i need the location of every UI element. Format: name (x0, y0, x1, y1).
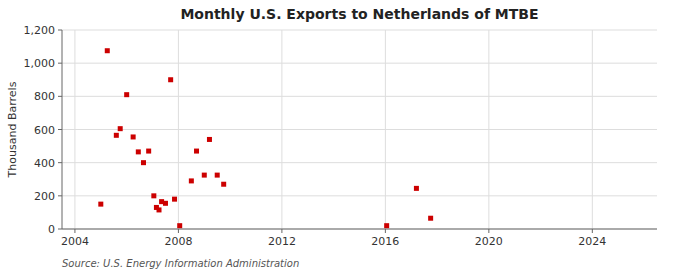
scatter-point (118, 126, 123, 131)
x-tick-label: 2016 (371, 235, 399, 248)
scatter-point (194, 149, 199, 154)
x-axis-line (62, 229, 657, 230)
y-tick-label: 200 (34, 190, 55, 203)
points (98, 48, 433, 228)
y-grid-line (62, 129, 657, 130)
x-tick (385, 229, 386, 233)
scatter-point (141, 160, 146, 165)
y-tick-label: 1,000 (24, 57, 56, 70)
y-tick (58, 229, 62, 230)
scatter-point (157, 207, 162, 212)
scatter-point (189, 178, 194, 183)
scatter-point (98, 202, 103, 207)
y-grid-line (62, 195, 657, 196)
chart-container: 2004 2008 2012 2016 2020 2024 0 200 400 600 800 1,0… (0, 0, 675, 275)
x-grid-line (592, 30, 593, 229)
scatter-point (151, 193, 156, 198)
x-tick (592, 229, 593, 233)
scatter-point (428, 216, 433, 221)
scatter-point (163, 201, 168, 206)
y-tick (58, 30, 62, 31)
x-grid-line (488, 30, 489, 229)
x-grid-line (74, 30, 75, 229)
y-tick (58, 63, 62, 64)
scatter-point (207, 137, 212, 142)
x-tick (488, 229, 489, 233)
y-tick-label: 600 (34, 124, 55, 137)
scatter-point (414, 186, 419, 191)
scatter-point (131, 134, 136, 139)
scatter-point (136, 149, 141, 154)
y-tick (58, 129, 62, 130)
scatter-point (202, 173, 207, 178)
x-tick-label: 2004 (61, 235, 89, 248)
axes: 2004 2008 2012 2016 2020 2024 0 200 400 600 800 1,0… (24, 24, 658, 248)
scatter-point (105, 48, 110, 53)
scatter-point (114, 133, 119, 138)
y-grid-line (62, 162, 657, 163)
y-tick-label: 400 (34, 157, 55, 170)
x-grid-line (178, 30, 179, 229)
x-tick-label: 2012 (268, 235, 296, 248)
y-grid-line (62, 63, 657, 64)
scatter-point (124, 92, 129, 97)
chart-svg: 2004 2008 2012 2016 2020 2024 0 200 400 600 800 1,0… (0, 0, 675, 275)
y-grid-line (62, 229, 657, 230)
scatter-point (384, 223, 389, 228)
scatter-point (215, 173, 220, 178)
grid (62, 30, 657, 229)
y-axis-label: Thousand Barrels (6, 81, 19, 178)
x-tick-label: 2024 (578, 235, 606, 248)
x-tick (74, 229, 75, 233)
scatter-point (172, 197, 177, 202)
x-grid-line (385, 30, 386, 229)
x-tick-label: 2020 (475, 235, 503, 248)
y-grid-line (62, 30, 657, 31)
scatter-point (221, 182, 226, 187)
scatter-point (177, 223, 182, 228)
y-grid-line (62, 96, 657, 97)
y-tick (58, 162, 62, 163)
chart-title: Monthly U.S. Exports to Netherlands of M… (180, 6, 538, 22)
x-tick (281, 229, 282, 233)
scatter-point (168, 77, 173, 82)
y-tick (58, 195, 62, 196)
x-grid-line (281, 30, 282, 229)
y-tick (58, 96, 62, 97)
y-tick-label: 1,200 (24, 24, 56, 37)
x-tick-label: 2008 (164, 235, 192, 248)
y-tick-label: 800 (34, 90, 55, 103)
source-note: Source: U.S. Energy Information Administ… (62, 258, 299, 269)
y-tick-label: 0 (48, 223, 55, 236)
scatter-point (146, 149, 151, 154)
x-tick (178, 229, 179, 233)
